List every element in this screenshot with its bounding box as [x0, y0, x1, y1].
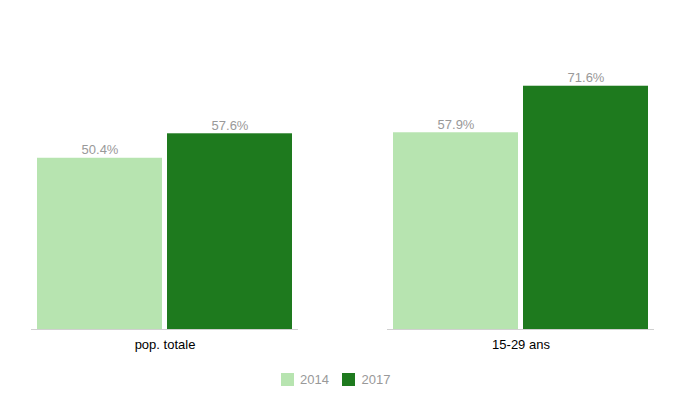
svg-text:pop. totale: pop. totale	[135, 337, 196, 352]
svg-text:57.6%: 57.6%	[212, 118, 249, 133]
svg-text:15-29 ans: 15-29 ans	[492, 337, 550, 352]
svg-text:57.9%: 57.9%	[438, 117, 475, 132]
svg-text:71.6%: 71.6%	[568, 70, 605, 85]
html-text:2017: 2017	[361, 372, 391, 387]
svg-text:50.4%: 50.4%	[82, 142, 119, 157]
html-text:2014: 2014	[300, 372, 329, 387]
